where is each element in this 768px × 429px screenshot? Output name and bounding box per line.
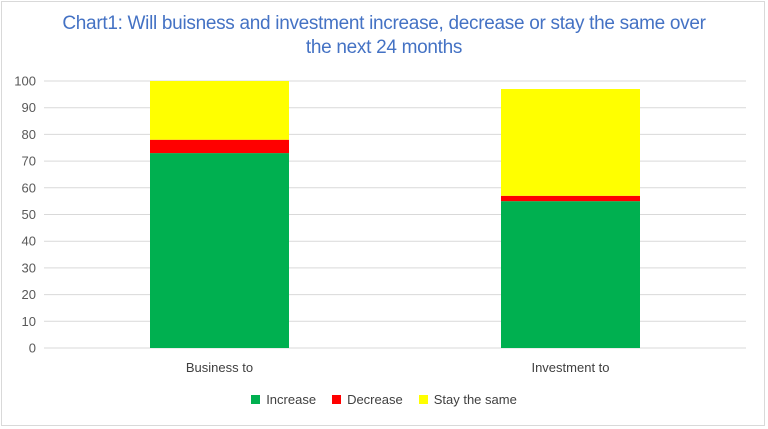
y-tick-label: 90 (22, 100, 36, 115)
chart-title-line-1: Chart1: Will buisness and investment inc… (62, 13, 706, 34)
y-tick-label: 80 (22, 127, 36, 142)
x-tick-label: Business to (186, 360, 253, 375)
y-tick-label: 10 (22, 314, 36, 329)
y-tick-label: 20 (22, 287, 36, 302)
legend-item: Increase (251, 392, 316, 407)
x-tick-label: Investment to (531, 360, 609, 375)
chart-legend: Increase Decrease Stay the same (0, 392, 768, 407)
legend-label: Increase (266, 392, 317, 407)
y-tick-label: 30 (22, 260, 36, 275)
y-tick-label: 0 (29, 341, 36, 356)
bar-increase (150, 153, 289, 348)
legend-swatch (332, 395, 342, 404)
legend-swatch (418, 395, 428, 404)
legend-swatch (251, 395, 261, 404)
y-tick-label: 60 (22, 180, 36, 195)
bar-increase (501, 201, 640, 348)
bar-decrease (150, 139, 289, 154)
chart-title-line-2: the next 24 months (305, 37, 463, 58)
y-tick-label: 40 (22, 234, 36, 249)
y-tick-label: 100 (14, 74, 36, 89)
legend-item: Decrease (332, 392, 403, 407)
legend-item: Stay the same (418, 392, 517, 407)
legend-label: Stay the same (433, 392, 517, 407)
y-tick-label: 50 (22, 207, 36, 222)
bar-stay-the-same (501, 89, 640, 196)
y-tick-label: 70 (22, 154, 36, 169)
chart-title: Chart1: Will buisness and investment inc… (40, 12, 728, 60)
legend-label: Decrease (347, 392, 403, 407)
bar-decrease (501, 195, 640, 202)
bar-stay-the-same (150, 81, 289, 140)
